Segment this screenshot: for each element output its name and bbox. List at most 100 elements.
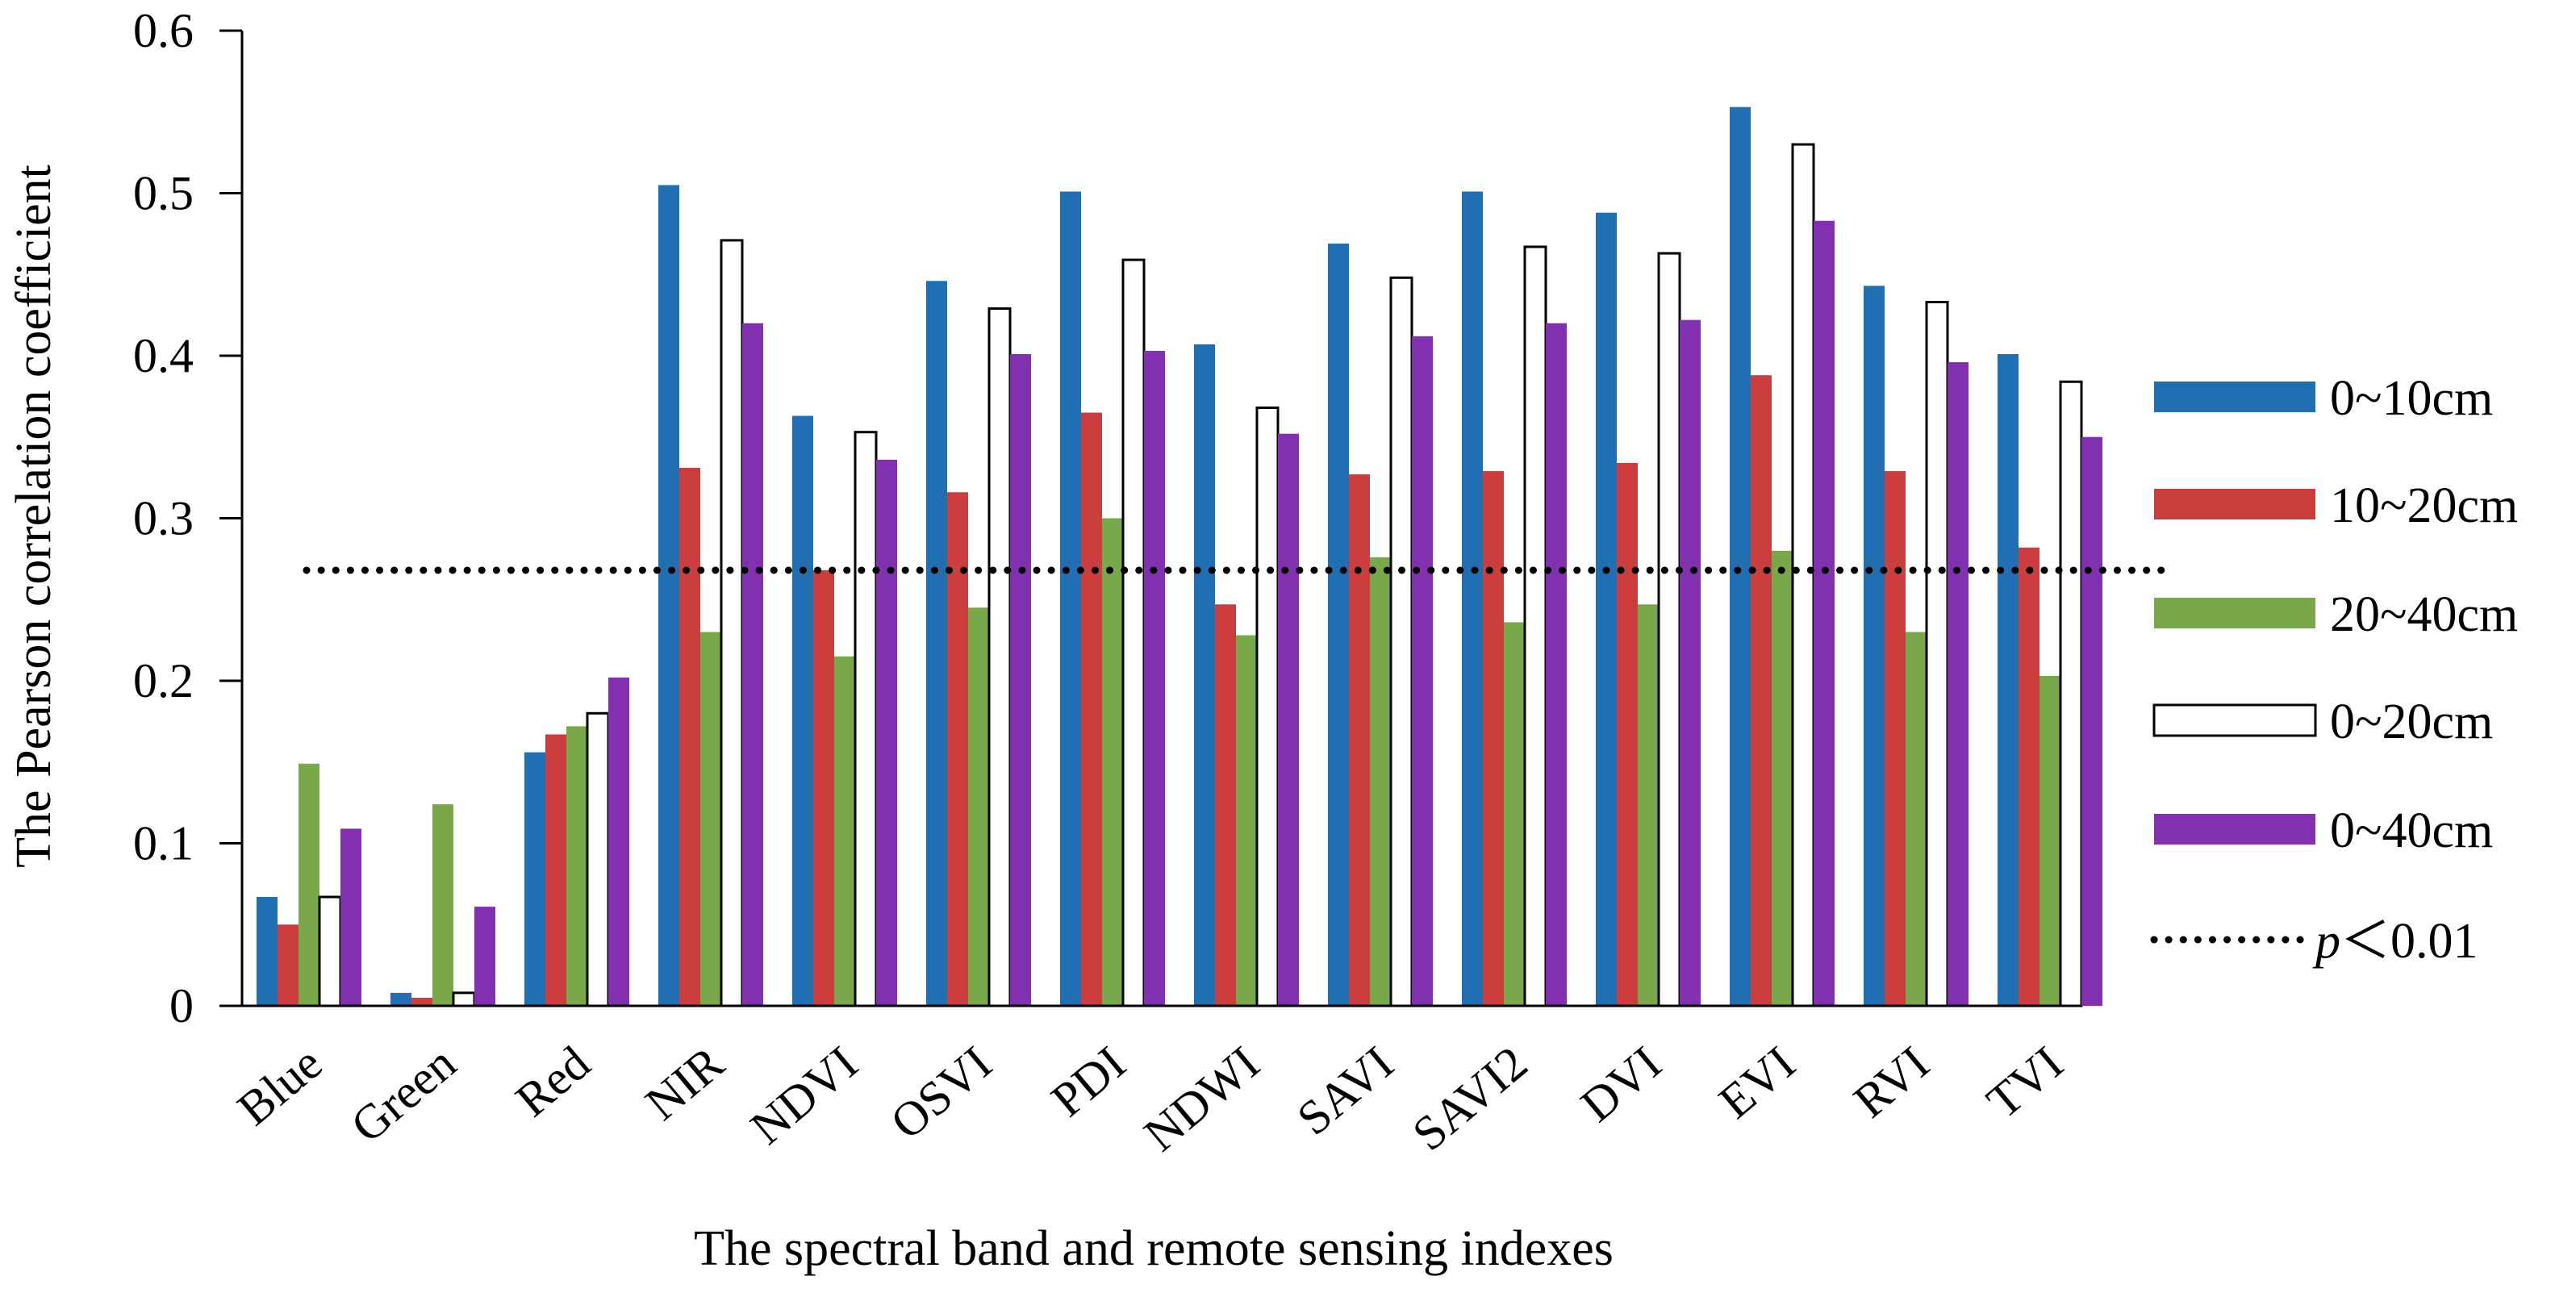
bar-nir-20-40cm xyxy=(700,632,721,1006)
bar-ndwi-0-10cm xyxy=(1194,344,1215,1006)
bar-pdi-10-20cm xyxy=(1081,412,1102,1006)
bar-tvi-0-10cm xyxy=(1998,353,2019,1006)
bar-red-20-40cm xyxy=(566,726,587,1006)
y-tick-label: 0.3 xyxy=(133,492,194,545)
bar-rvi-0-40cm xyxy=(1948,362,1969,1006)
bar-green-0-10cm xyxy=(390,992,411,1006)
bar-tvi-0-20cm xyxy=(2059,380,2083,1007)
legend-swatch xyxy=(2154,814,2315,845)
bar-savi-0-40cm xyxy=(1412,336,1433,1006)
bar-ndwi-0-40cm xyxy=(1278,433,1299,1006)
y-tick-label: 0.5 xyxy=(133,167,194,220)
x-category-label: NDWI xyxy=(1134,1036,1270,1162)
bar-savi-0-10cm xyxy=(1328,243,1349,1007)
bar-dvi-10-20cm xyxy=(1617,462,1638,1006)
bar-savi2-20-40cm xyxy=(1504,622,1525,1006)
bar-savi-20-40cm xyxy=(1370,557,1391,1006)
bar-osvi-20-40cm xyxy=(968,607,989,1006)
legend-label: 0~10cm xyxy=(2330,371,2493,426)
bar-green-10-20cm xyxy=(411,997,432,1006)
bar-osvi-0-40cm xyxy=(1010,353,1031,1006)
y-tick-label: 0.4 xyxy=(133,329,194,382)
bar-savi2-0-40cm xyxy=(1546,323,1567,1006)
x-category-label: OSVI xyxy=(881,1036,1002,1149)
bar-rvi-0-20cm xyxy=(1925,301,1949,1007)
bar-ndwi-20-40cm xyxy=(1236,635,1257,1006)
x-category-label: NIR xyxy=(636,1036,734,1130)
bar-pdi-0-10cm xyxy=(1060,191,1081,1007)
x-category-label: SAVI2 xyxy=(1403,1036,1538,1161)
bar-evi-0-10cm xyxy=(1730,106,1751,1007)
bar-green-0-20cm xyxy=(452,991,476,1007)
bar-dvi-0-10cm xyxy=(1596,212,1617,1006)
bars-layer xyxy=(257,106,2102,1007)
legend-swatch xyxy=(2152,703,2317,737)
bar-red-10-20cm xyxy=(545,734,566,1006)
bar-tvi-10-20cm xyxy=(2019,547,2040,1006)
legend-threshold-label: p＜0.01 xyxy=(2312,914,2478,969)
bar-blue-0-10cm xyxy=(257,896,278,1006)
bar-savi-0-20cm xyxy=(1389,276,1413,1007)
bar-evi-10-20cm xyxy=(1751,375,1772,1006)
bar-dvi-0-20cm xyxy=(1657,252,1681,1007)
bar-rvi-20-40cm xyxy=(1906,632,1927,1006)
bar-savi2-10-20cm xyxy=(1483,471,1504,1006)
x-category-label: TVI xyxy=(1977,1036,2073,1128)
bar-blue-10-20cm xyxy=(278,924,299,1006)
y-tick-label: 0.2 xyxy=(133,654,194,707)
y-tick-label: 0.6 xyxy=(133,4,194,57)
bar-rvi-0-10cm xyxy=(1864,286,1885,1007)
bar-dvi-20-40cm xyxy=(1638,604,1659,1006)
bar-nir-0-10cm xyxy=(658,185,679,1007)
bar-ndwi-10-20cm xyxy=(1215,604,1236,1006)
legend-label: 0~20cm xyxy=(2330,694,2493,749)
bar-blue-20-40cm xyxy=(299,763,319,1006)
x-category-label: Red xyxy=(506,1036,599,1127)
bar-red-0-10cm xyxy=(524,752,545,1006)
bar-ndwi-0-20cm xyxy=(1255,406,1280,1007)
bar-rvi-10-20cm xyxy=(1885,471,1906,1006)
bar-savi2-0-10cm xyxy=(1462,191,1483,1007)
bar-pdi-20-40cm xyxy=(1102,518,1123,1006)
bar-ndvi-20-40cm xyxy=(834,656,855,1006)
x-category-label: DVI xyxy=(1571,1036,1671,1132)
y-axis-ticks: 0 0.1 0.2 0.3 0.4 0.5 0.6 xyxy=(133,4,242,1032)
bar-evi-0-40cm xyxy=(1814,220,1835,1006)
bar-red-0-40cm xyxy=(608,677,629,1006)
bar-pdi-0-40cm xyxy=(1144,350,1165,1007)
bar-nir-0-40cm xyxy=(742,323,763,1006)
x-category-label: PDI xyxy=(1042,1036,1135,1127)
legend-swatch xyxy=(2154,598,2315,628)
bar-ndvi-0-20cm xyxy=(854,431,878,1007)
bar-red-0-20cm xyxy=(586,711,610,1007)
bar-tvi-20-40cm xyxy=(2040,675,2060,1006)
x-axis-title: The spectral band and remote sensing ind… xyxy=(694,1221,1614,1276)
legend: 0~10cm 10~20cm 20~40cm 0~20cm 0~40cm p＜0.01 xyxy=(2150,371,2518,969)
bar-nir-10-20cm xyxy=(679,468,700,1006)
x-category-label: Green xyxy=(341,1036,466,1153)
bar-evi-0-20cm xyxy=(1791,143,1815,1007)
x-category-label: RVI xyxy=(1843,1036,1939,1128)
y-tick-label: 0 xyxy=(169,979,194,1032)
legend-label: 20~40cm xyxy=(2330,587,2518,642)
bar-savi-10-20cm xyxy=(1349,474,1370,1006)
bar-ndvi-0-10cm xyxy=(792,415,813,1006)
bar-green-20-40cm xyxy=(432,804,453,1006)
bar-osvi-10-20cm xyxy=(947,492,968,1006)
legend-label: 10~20cm xyxy=(2330,478,2518,533)
x-category-label: EVI xyxy=(1709,1036,1805,1128)
x-category-label: SAVI xyxy=(1288,1036,1404,1145)
bar-blue-0-20cm xyxy=(318,895,342,1007)
x-category-label: NDVI xyxy=(741,1036,867,1154)
x-category-label: Blue xyxy=(228,1036,332,1135)
bar-savi2-0-20cm xyxy=(1523,245,1547,1007)
legend-label: 0~40cm xyxy=(2330,803,2493,858)
bar-ndvi-0-40cm xyxy=(876,459,897,1006)
bar-nir-0-20cm xyxy=(720,239,744,1007)
bar-osvi-0-20cm xyxy=(987,307,1012,1007)
bar-evi-20-40cm xyxy=(1772,550,1793,1006)
legend-swatch xyxy=(2154,382,2315,412)
bar-osvi-0-10cm xyxy=(926,281,947,1006)
